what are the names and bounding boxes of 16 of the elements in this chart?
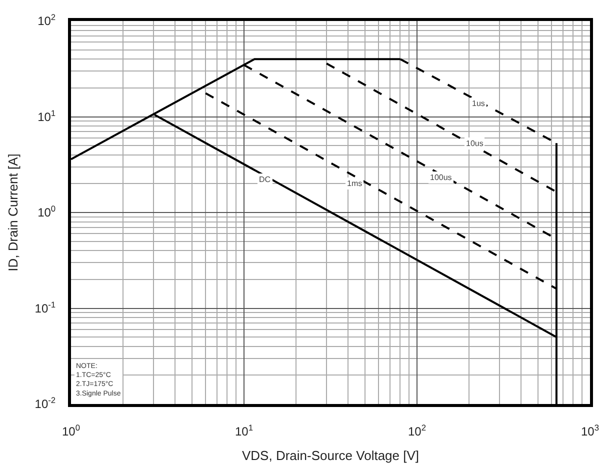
y-tick-label: 10$^{1}$ [38,108,56,124]
y-tick-label: 10$^{0}$ [38,204,56,220]
annotation: DC [259,175,271,184]
annotation: 1ms [347,179,362,188]
annotation: 10us [466,139,484,148]
x-tick-label: 10$^{3}$ [580,422,600,438]
y-tick-label: 10$^{-1}$ [34,299,56,316]
y-tick-label: 10$^{-2}$ [34,395,56,412]
x-tick-label: 10$^{0}$ [62,422,80,438]
annotation: 100us [430,173,452,182]
x-tick-label: 10$^{2}$ [408,422,426,438]
y-tick-label: 10$^{2}$ [38,12,56,28]
annotation: 1us [472,99,485,108]
y-axis-title: ID, Drain Current [A] [6,154,21,272]
x-tick-label: 10$^{1}$ [234,422,254,438]
x-axis-title: VDS, Drain-Source Voltage [V] [242,448,420,463]
